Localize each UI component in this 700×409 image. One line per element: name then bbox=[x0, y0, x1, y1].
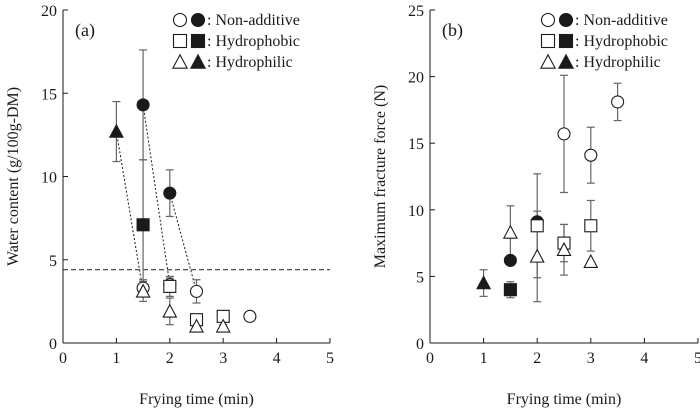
x-tick-label: 5 bbox=[326, 350, 334, 367]
legend-label: : Hydrophobic bbox=[207, 33, 300, 50]
panel-label: (a) bbox=[75, 20, 95, 41]
legend-marker-filled bbox=[190, 33, 206, 49]
x-tick-label: 1 bbox=[112, 350, 120, 367]
x-tick-label: 2 bbox=[166, 350, 174, 367]
legend-marker-open bbox=[172, 12, 188, 28]
y-tick-label: 25 bbox=[408, 3, 424, 20]
x-axis-label: Frying time (min) bbox=[507, 391, 622, 408]
y-tick-label: 0 bbox=[416, 336, 424, 353]
data-point-triangle-open bbox=[188, 318, 205, 333]
data-point-circle-filled bbox=[163, 186, 177, 200]
y-tick-label: 20 bbox=[41, 3, 57, 20]
legend-label: : Hydrophilic bbox=[207, 54, 293, 71]
data-point-circle-open bbox=[243, 309, 257, 323]
x-tick-label: 0 bbox=[59, 350, 67, 367]
y-tick-label: 15 bbox=[41, 86, 57, 103]
data-point-triangle-open bbox=[529, 248, 545, 263]
legend-marker-open bbox=[171, 53, 189, 69]
x-tick-label: 3 bbox=[587, 350, 595, 367]
x-tick-label: 4 bbox=[640, 350, 648, 367]
y-axis-label: Water content (g/100g-DM) bbox=[5, 87, 22, 266]
y-tick-label: 20 bbox=[408, 70, 424, 87]
data-point-triangle-open bbox=[502, 224, 518, 239]
data-point-square-open bbox=[530, 219, 544, 233]
legend-marker-filled bbox=[558, 33, 574, 49]
data-point-circle-filled bbox=[136, 98, 150, 112]
connector-line bbox=[169, 193, 197, 292]
x-tick-label: 1 bbox=[480, 350, 488, 367]
x-tick-label: 3 bbox=[219, 350, 227, 367]
y-tick-label: 10 bbox=[408, 203, 424, 220]
legend-label: : Hydrophilic bbox=[575, 54, 661, 71]
data-point-triangle-open bbox=[162, 303, 178, 318]
legend-marker-filled bbox=[558, 12, 574, 28]
x-tick-label: 0 bbox=[426, 350, 434, 367]
data-point-square-open bbox=[163, 279, 177, 293]
data-point-triangle-open bbox=[556, 241, 572, 257]
connector-line bbox=[115, 131, 144, 292]
y-tick-label: 0 bbox=[49, 336, 57, 353]
x-tick-label: 5 bbox=[694, 350, 700, 367]
legend-marker-filled bbox=[189, 53, 207, 69]
panel-b: 0 1 2 3 4 5 0 5 10 15 20 25 Frying time (min) Maximum… bbox=[372, 3, 700, 408]
data-point-triangle-filled bbox=[108, 123, 124, 138]
data-point-square-filled bbox=[136, 218, 150, 232]
data-point-circle-open bbox=[557, 127, 571, 141]
y-tick-label: 5 bbox=[416, 269, 424, 286]
y-tick-label: 5 bbox=[49, 253, 57, 270]
data-point-circle-open bbox=[584, 148, 598, 162]
x-tick-label: 4 bbox=[273, 350, 281, 367]
legend-label: : Non-additive bbox=[575, 12, 668, 29]
panel-a: 0 1 2 3 4 5 0 5 10 15 20 Frying time (min) Water con… bbox=[5, 3, 334, 408]
legend-marker-open bbox=[540, 12, 556, 28]
y-axis-label: Maximum fracture force (N) bbox=[372, 85, 389, 268]
legend-marker-open bbox=[540, 33, 556, 49]
legend-label: : Non-additive bbox=[207, 12, 300, 29]
data-point-circle-open bbox=[611, 95, 625, 109]
legend-label: : Hydrophobic bbox=[575, 33, 668, 50]
x-axis-label: Frying time (min) bbox=[139, 391, 254, 408]
data-point-square-open bbox=[584, 219, 598, 233]
y-tick-label: 15 bbox=[408, 136, 424, 153]
legend-marker-open bbox=[539, 53, 557, 69]
panel-label: (b) bbox=[442, 20, 463, 41]
y-tick-label: 10 bbox=[41, 170, 57, 187]
legend-marker-filled bbox=[190, 12, 206, 28]
data-point-circle-open bbox=[189, 284, 204, 298]
data-point-triangle-open bbox=[215, 318, 231, 333]
x-tick-label: 2 bbox=[533, 350, 541, 367]
data-point-triangle-open bbox=[135, 283, 151, 298]
legend-marker-filled bbox=[557, 53, 575, 69]
data-point-square-filled bbox=[503, 283, 517, 297]
data-point-triangle-filled bbox=[476, 275, 492, 290]
data-point-circle-filled bbox=[503, 253, 517, 267]
legend-marker-open bbox=[172, 33, 188, 49]
data-point-triangle-open bbox=[583, 253, 599, 268]
